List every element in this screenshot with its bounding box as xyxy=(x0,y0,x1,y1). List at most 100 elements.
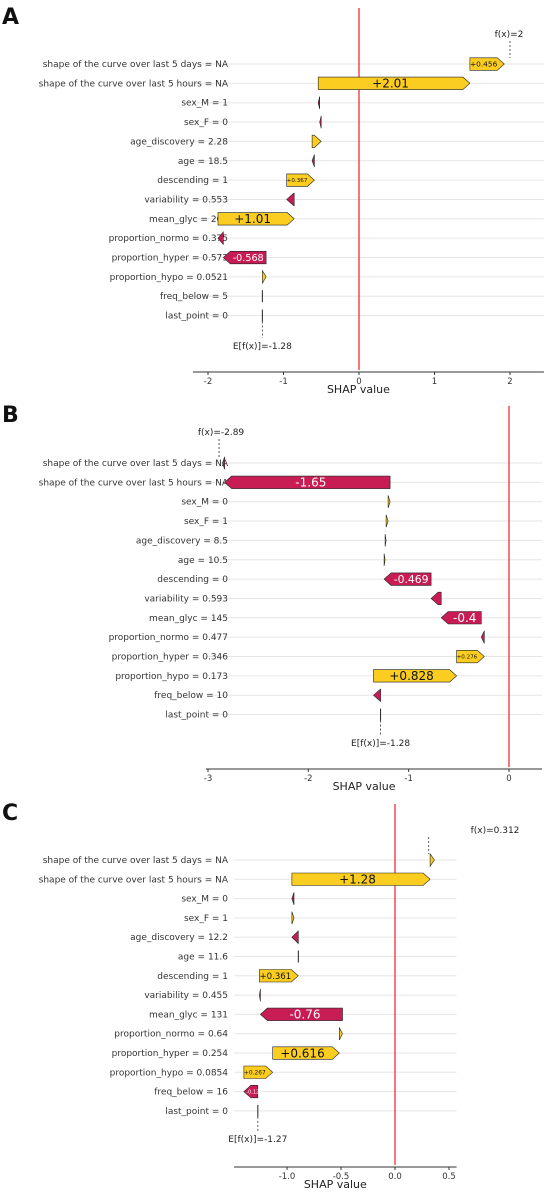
feature-label: freq_below = 16 xyxy=(154,1088,228,1098)
x-tick-label: 0.5 xyxy=(442,1172,456,1182)
feature-label: last_point = 0 xyxy=(165,312,228,322)
positive-bar xyxy=(387,495,391,508)
x-tick-label: -3 xyxy=(204,774,212,784)
fx-label: f(x)=0.312 xyxy=(471,826,520,836)
feature-label: shape of the curve over last 5 days = NA xyxy=(43,60,229,70)
feature-label: descending = 0 xyxy=(157,575,228,585)
positive-bar xyxy=(291,872,431,886)
x-tick-label: -1 xyxy=(404,774,412,784)
positive-bar xyxy=(243,1065,274,1079)
x-tick-label: -2 xyxy=(204,377,212,387)
negative-bar xyxy=(311,154,315,168)
feature-label: sex_M = 0 xyxy=(181,895,228,905)
feature-label: descending = 1 xyxy=(157,176,228,186)
fx-label: f(x)=2 xyxy=(495,30,524,40)
bar-value-label: +1.28 xyxy=(339,873,376,887)
feature-label: sex_M = 0 xyxy=(181,498,228,508)
x-tick-label: 0.0 xyxy=(388,1172,402,1182)
feature-label: proportion_normo = 0.64 xyxy=(114,1030,228,1040)
x-tick-label: -1.0 xyxy=(279,1172,296,1182)
bar-value-label: +0.276 xyxy=(457,655,478,661)
feature-label: mean_glyc = 131 xyxy=(149,1010,228,1020)
negative-bar xyxy=(291,930,299,945)
negative-bar xyxy=(217,231,224,246)
feature-label: last_point = 0 xyxy=(165,711,228,721)
base-value-label: E[f(x)]=-1.27 xyxy=(228,1135,287,1145)
feature-label: proportion_hypo = 0.0854 xyxy=(110,1068,229,1078)
base-value-label: E[f(x)]=-1.28 xyxy=(233,342,292,352)
positive-bar xyxy=(383,553,386,567)
fx-label: f(x)=-2.89 xyxy=(198,428,245,438)
bar-value-label: +0.367 xyxy=(287,178,308,184)
x-tick-label: -2 xyxy=(304,774,312,784)
panel-letter: C xyxy=(2,801,18,826)
feature-label: proportion_hypo = 0.173 xyxy=(115,672,228,682)
x-axis-label: SHAP value xyxy=(327,383,390,396)
feature-label: proportion_hyper = 0.254 xyxy=(112,1049,229,1059)
negative-bar xyxy=(480,630,485,644)
feature-label: mean_glyc = 145 xyxy=(149,614,228,624)
bar-value-label: +1.01 xyxy=(234,212,271,226)
positive-bar xyxy=(469,57,505,71)
positive-bar xyxy=(317,76,471,90)
positive-bar xyxy=(272,1046,340,1060)
negative-bar xyxy=(224,475,391,489)
bar-value-label: -1.65 xyxy=(295,476,326,490)
negative-bar xyxy=(319,115,322,129)
positive-bar xyxy=(385,514,389,528)
feature-label: proportion_normo = 0.477 xyxy=(109,633,228,643)
negative-bar xyxy=(383,572,432,586)
x-tick-label: 2 xyxy=(507,377,512,387)
positive-bar xyxy=(311,134,322,148)
base-value-label: E[f(x)]=-1.28 xyxy=(351,739,410,749)
feature-label: proportion_hyper = 0.573 xyxy=(112,254,228,264)
x-axis-label: SHAP value xyxy=(333,780,396,793)
bar-value-label: -0.568 xyxy=(233,253,264,264)
x-tick-label: -1 xyxy=(279,377,287,387)
positive-bar xyxy=(373,669,458,683)
feature-label: shape of the curve over last 5 hours = N… xyxy=(39,875,229,885)
negative-bar xyxy=(243,1085,259,1099)
feature-label: age = 10.5 xyxy=(178,556,228,566)
bar-value-label: +0.616 xyxy=(280,1046,324,1060)
feature-label: variability = 0.553 xyxy=(144,195,228,205)
x-tick-label: 0 xyxy=(356,377,361,387)
positive-bar xyxy=(384,534,387,547)
feature-label: last_point = 0 xyxy=(165,1107,228,1117)
x-tick-label: -0.5 xyxy=(333,1172,350,1182)
x-tick-label: 0 xyxy=(506,774,511,784)
positive-bar xyxy=(456,649,485,664)
positive-bar xyxy=(286,173,315,187)
negative-bar xyxy=(317,96,321,110)
feature-label: proportion_hypo = 0.0521 xyxy=(110,273,228,283)
feature-label: freq_below = 10 xyxy=(154,691,228,701)
bar-value-label: +0.456 xyxy=(470,60,498,69)
feature-label: sex_F = 1 xyxy=(184,517,228,527)
positive-bar xyxy=(259,969,299,983)
bar-value-label: +0.828 xyxy=(389,669,433,683)
positive-bar xyxy=(429,852,435,868)
negative-bar xyxy=(259,1007,343,1021)
feature-label: age = 18.5 xyxy=(178,157,228,167)
feature-label: descending = 1 xyxy=(157,972,228,982)
negative-bar xyxy=(440,611,482,625)
feature-label: mean_glyc = 200 xyxy=(149,215,228,225)
negative-bar xyxy=(222,251,267,265)
feature-label: variability = 0.455 xyxy=(144,991,228,1001)
bar-value-label: +2.01 xyxy=(372,77,409,91)
feature-label: age = 11.6 xyxy=(178,953,228,963)
negative-bar xyxy=(286,192,295,206)
x-axis-label: SHAP value xyxy=(304,1178,367,1191)
positive-bar xyxy=(291,911,295,925)
positive-bar xyxy=(217,212,295,226)
feature-label: shape of the curve over last 5 days = NA xyxy=(43,459,229,469)
feature-label: sex_F = 0 xyxy=(184,118,228,128)
feature-label: shape of the curve over last 5 hours = N… xyxy=(39,79,229,89)
feature-label: sex_F = 1 xyxy=(184,914,228,924)
negative-bar xyxy=(430,591,442,606)
feature-label: sex_M = 1 xyxy=(181,99,228,109)
bar-value-label: -0.129 xyxy=(246,1089,262,1095)
